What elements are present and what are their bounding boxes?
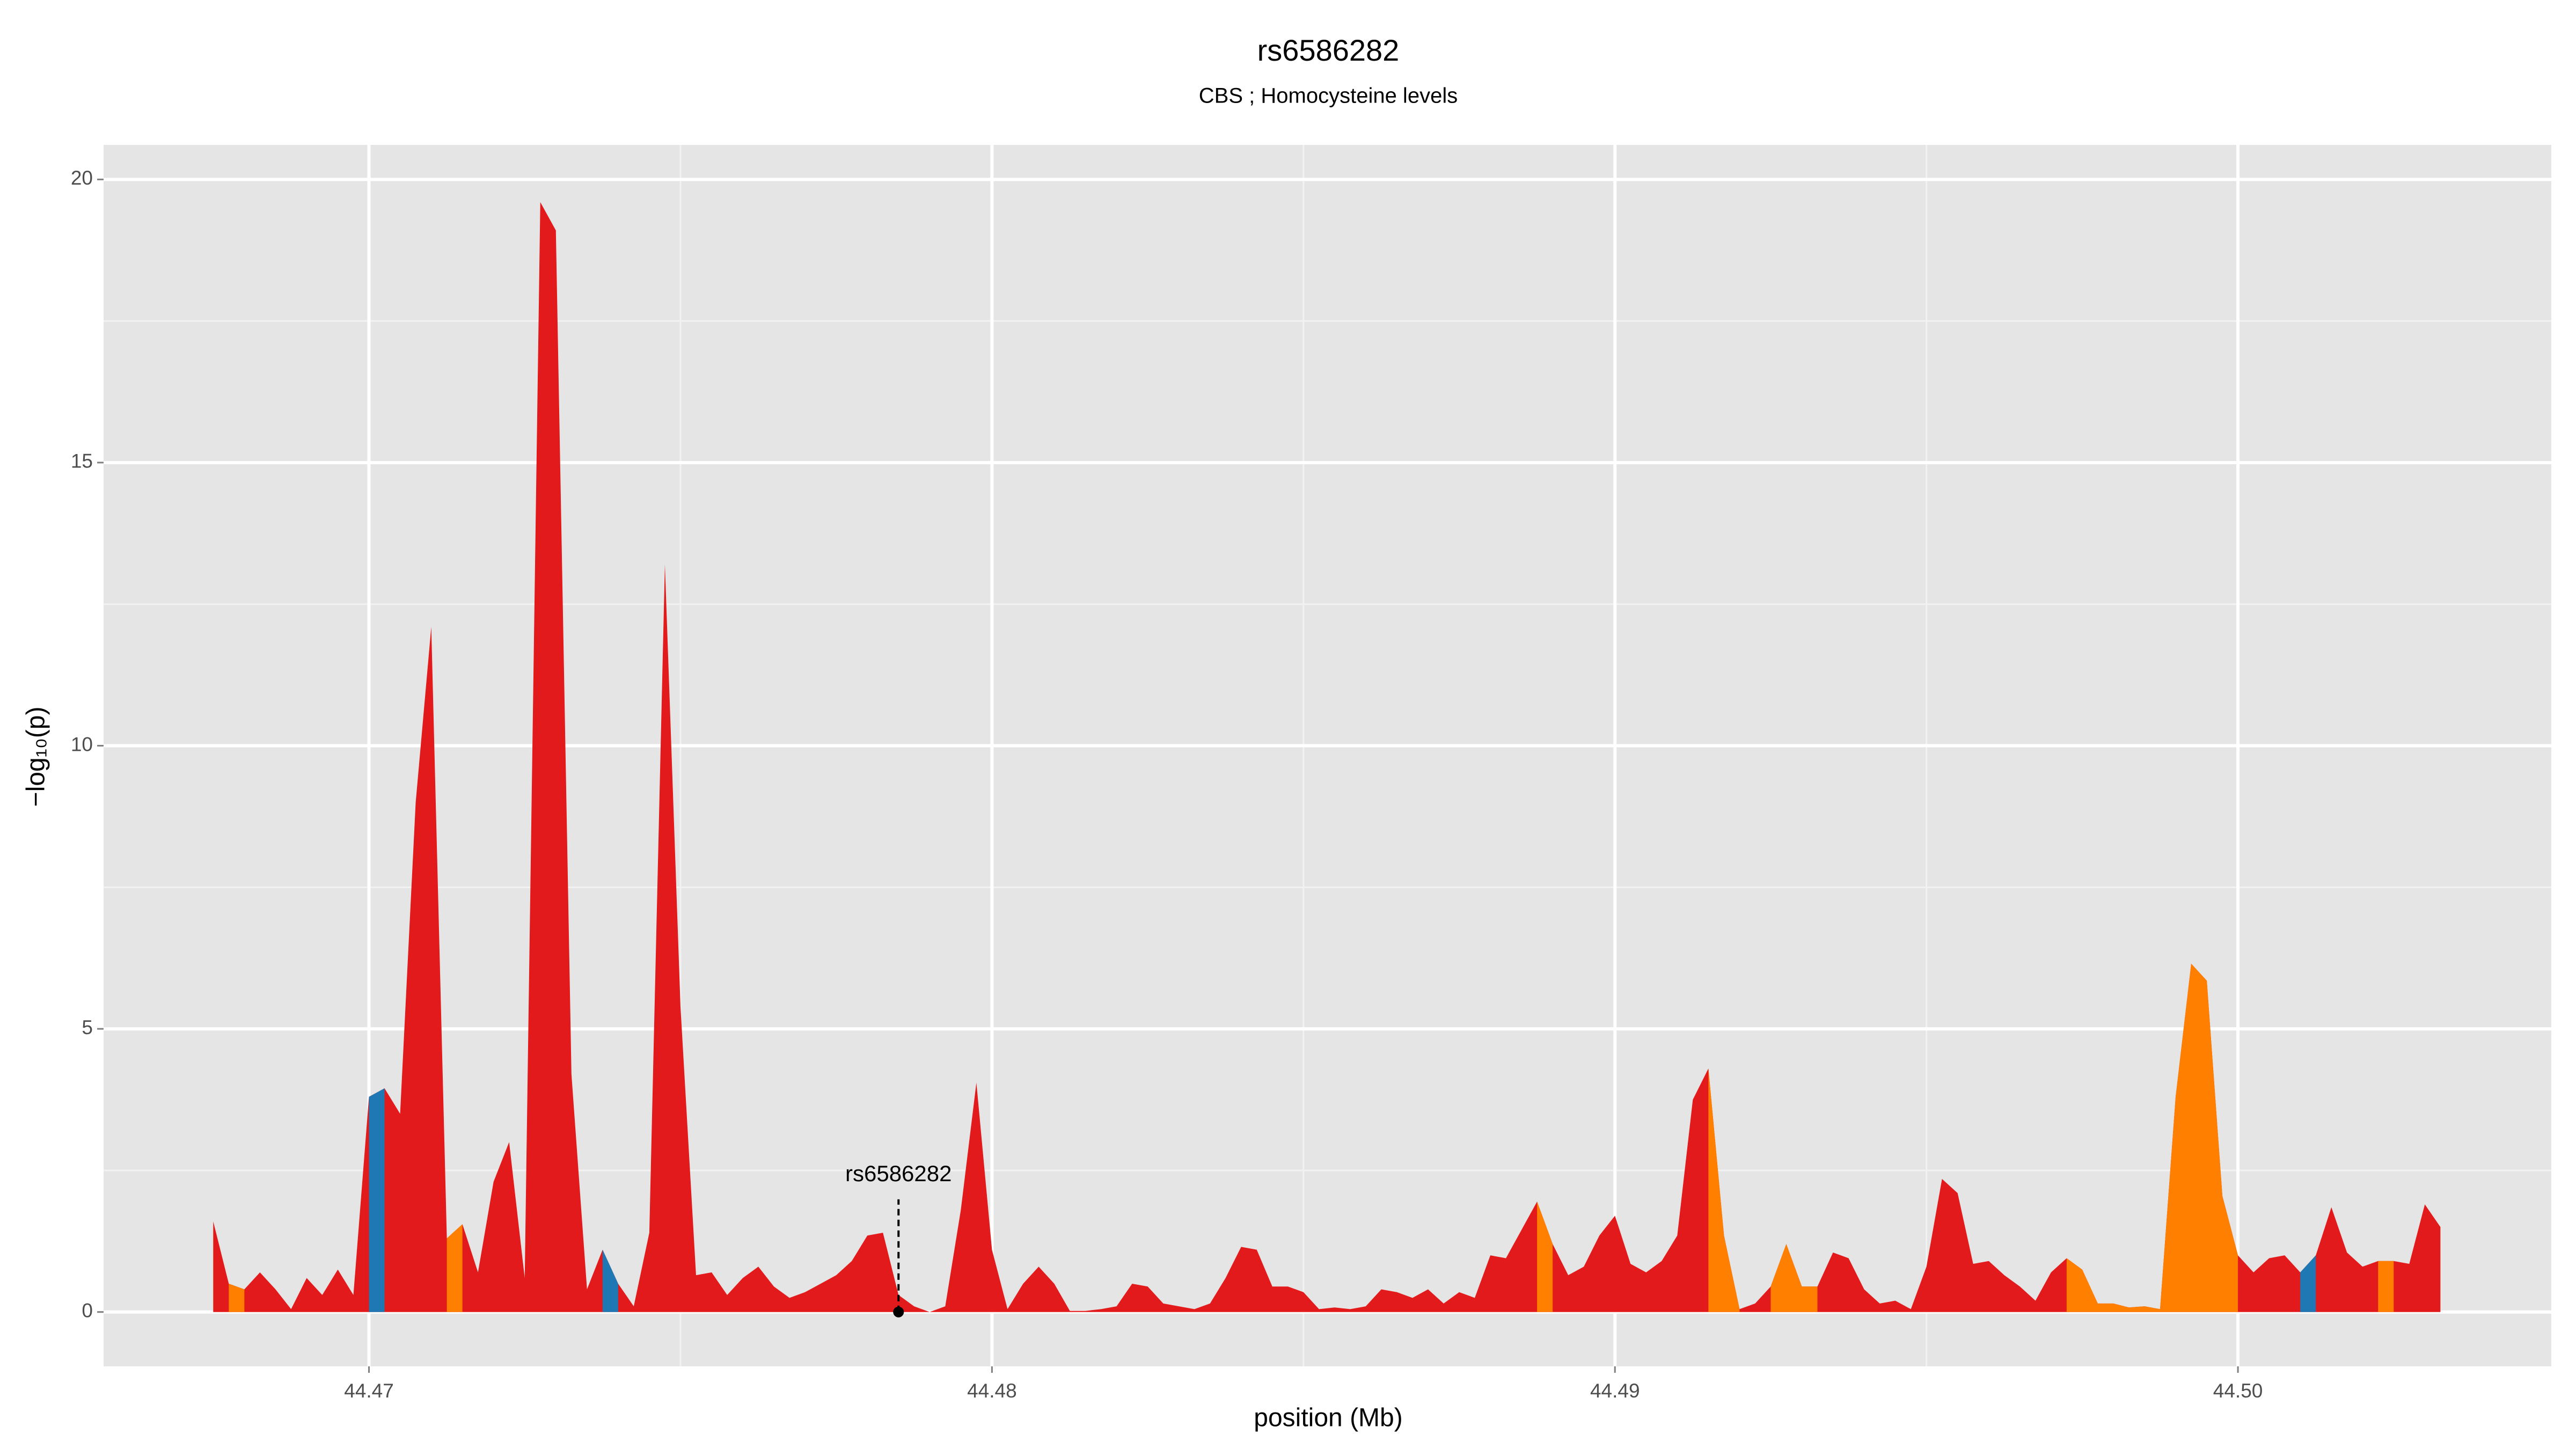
x-tick-label: 44.48 xyxy=(967,1380,1017,1402)
x-axis-label: position (Mb) xyxy=(1254,1404,1402,1432)
area xyxy=(1708,1068,1740,1312)
annotation-label: rs6586282 xyxy=(845,1161,952,1186)
area xyxy=(229,1283,245,1312)
x-tick-label: 44.47 xyxy=(344,1380,394,1402)
area xyxy=(447,1224,463,1312)
area xyxy=(2378,1261,2394,1312)
chart-subtitle: CBS ; Homocysteine levels xyxy=(1199,84,1458,108)
area xyxy=(2066,963,2238,1312)
y-tick-label: 15 xyxy=(71,450,93,472)
plot-background xyxy=(104,145,2551,1366)
y-tick-label: 5 xyxy=(82,1016,93,1038)
area xyxy=(369,1088,385,1312)
x-tick-label: 44.50 xyxy=(2213,1380,2263,1402)
y-tick-label: 20 xyxy=(71,167,93,189)
y-tick-label: 10 xyxy=(71,733,93,755)
area xyxy=(1770,1244,1818,1312)
area xyxy=(1537,1201,1553,1312)
y-tick-label: 0 xyxy=(82,1299,93,1321)
chart-title: rs6586282 xyxy=(1257,33,1400,67)
x-tick-label: 44.49 xyxy=(1590,1380,1640,1402)
area xyxy=(2300,1255,2316,1312)
area xyxy=(602,1249,618,1312)
y-axis-label: −log₁₀(p) xyxy=(22,707,50,807)
annotation-point xyxy=(893,1306,904,1318)
